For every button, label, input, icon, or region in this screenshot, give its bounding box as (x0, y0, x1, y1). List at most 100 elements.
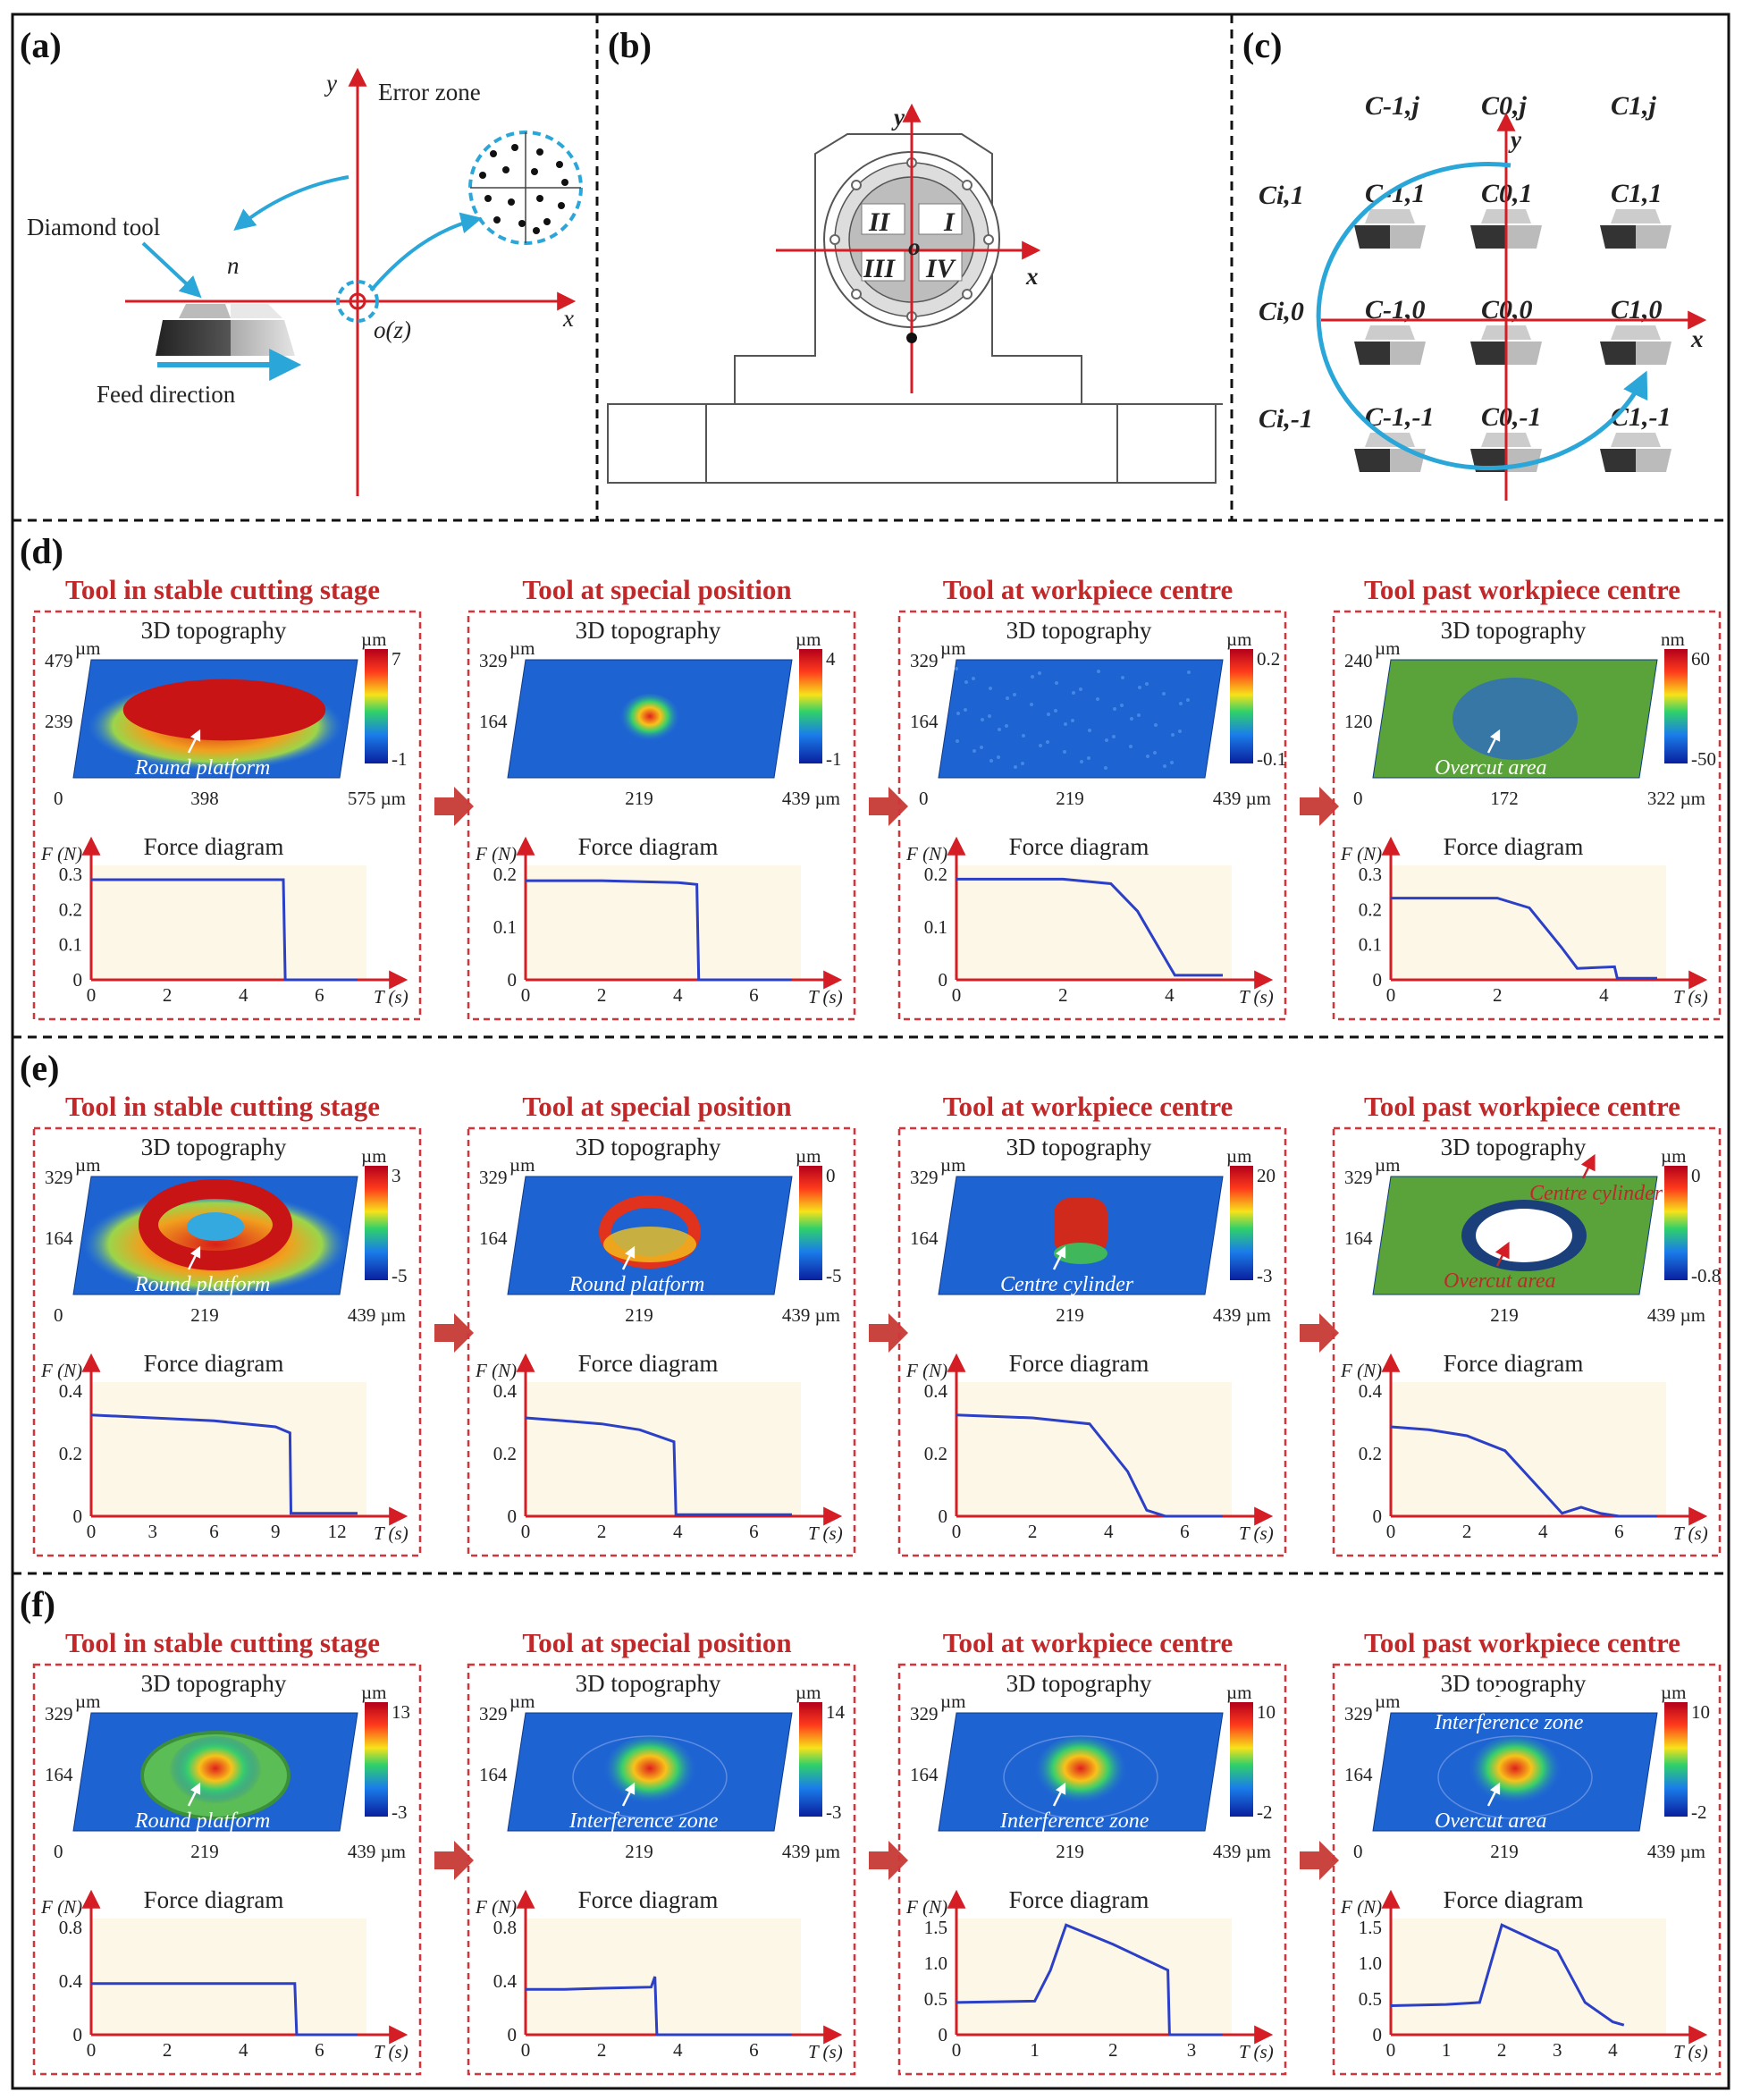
topo-x-mid: 219 (1490, 1304, 1519, 1326)
force-y-tick: 0.4 (59, 1380, 83, 1402)
force-x-tick: 2 (1493, 984, 1503, 1006)
colorbar-min: -50 (1691, 748, 1716, 770)
topo-x-mid: 219 (625, 1841, 653, 1862)
topo-x-right: 439 µm (782, 1841, 840, 1862)
topo-title: 3D topography (1441, 617, 1587, 644)
colorbar-max: 20 (1257, 1165, 1276, 1186)
topo-x-right: 439 µm (1647, 1304, 1705, 1326)
c-tool (1600, 209, 1671, 249)
force-x-tick: 0 (1386, 2039, 1396, 2061)
next-stage-arrow (1300, 787, 1339, 826)
force-y-tick: 0.2 (493, 864, 517, 885)
force-x-tick: 6 (749, 984, 759, 1006)
c-axis-x-label: x (1690, 325, 1704, 352)
force-y-tick: 0.3 (59, 864, 82, 885)
peak-shape (1034, 1736, 1127, 1808)
subpanel-box (1332, 1663, 1722, 2076)
colorbar-unit: µm (796, 628, 821, 650)
force-y-tick: 0.5 (924, 1988, 947, 2010)
ring-shape (139, 1179, 292, 1270)
diamond-tool-graphic (156, 320, 231, 356)
c-col-header: C0,j (1481, 91, 1528, 121)
force-y-tick: 1.5 (924, 1917, 947, 1938)
topo-y-unit: µm (509, 637, 535, 659)
subpanel-box (897, 1663, 1287, 2076)
force-title: Force diagram (578, 1886, 719, 1913)
force-x-tick: 4 (239, 2039, 248, 2061)
force-y-tick: 0 (73, 1505, 83, 1527)
colorbar (799, 1166, 822, 1280)
b-origin-label: o (908, 233, 921, 260)
topo-x-right: 439 µm (1647, 1841, 1705, 1862)
c-cell-label: C1,-1 (1611, 402, 1671, 432)
topo-x-mid: 398 (190, 788, 219, 809)
row-panel: (d)Tool in stable cutting stage 3D topogr… (20, 531, 1722, 1021)
force-y-tick: 0 (939, 969, 948, 991)
force-plot-bg (956, 1382, 1232, 1516)
colorbar-unit: µm (1226, 1682, 1251, 1703)
subpanel-box (467, 610, 856, 1021)
axis-x-label: x (562, 305, 574, 332)
force-y-label: F (N) (40, 1360, 82, 1381)
force-x-tick: 0 (87, 2039, 97, 2061)
peak-shape (619, 694, 680, 744)
colorbar (365, 1166, 388, 1280)
colorbar (1664, 649, 1688, 763)
topo-y-unit: µm (940, 1154, 965, 1176)
force-plot-bg (1391, 865, 1666, 980)
topo-y-mid: 164 (910, 1227, 939, 1249)
force-x-tick: 4 (673, 984, 683, 1006)
row-label: (f) (20, 1584, 55, 1624)
force-y-tick: 0.8 (493, 1917, 517, 1938)
force-x-tick: 6 (1180, 1521, 1190, 1542)
force-x-tick: 6 (1614, 1521, 1624, 1542)
force-title: Force diagram (144, 1350, 284, 1377)
force-title: Force diagram (578, 1350, 719, 1377)
topo-y-top: 329 (479, 650, 508, 671)
topo-x-mid: 172 (1490, 788, 1519, 809)
topo-y-mid: 164 (910, 711, 939, 732)
c-row-header: Ci,-1 (1259, 404, 1313, 434)
topo-y-mid: 164 (1344, 1764, 1373, 1785)
subpanel-title: Tool in stable cutting stage (65, 1627, 380, 1658)
subpanel-title: Tool past workpiece centre (1364, 1627, 1680, 1658)
quadrant-II: II (868, 207, 891, 237)
topo-annotation: Centre cylinder (1529, 1182, 1663, 1205)
force-y-tick: 0 (1373, 1505, 1383, 1527)
colorbar-min: -3 (392, 1801, 408, 1823)
force-x-tick: 2 (163, 2039, 173, 2061)
colorbar (1664, 1166, 1688, 1280)
force-x-label: T (s) (374, 986, 408, 1008)
topo-y-top: 329 (45, 1167, 73, 1188)
force-y-label: F (N) (475, 1360, 517, 1381)
colorbar (799, 1702, 822, 1817)
force-x-label: T (s) (1673, 986, 1708, 1008)
subpanel-box (32, 1663, 422, 2076)
force-x-tick: 0 (952, 984, 962, 1006)
force-y-tick: 0.4 (493, 1380, 518, 1402)
row-panel: (f) Tool in stable cutting stage 3D topogr… (20, 1584, 1722, 2076)
topo-y-mid: 164 (910, 1764, 939, 1785)
colorbar-min: -0.8 (1691, 1265, 1721, 1286)
force-plot-bg (91, 1382, 366, 1516)
topo-y-mid: 164 (479, 711, 508, 732)
c-cell-label: C0,-1 (1481, 402, 1542, 432)
force-curve (91, 878, 358, 982)
topo-y-unit: µm (940, 637, 965, 659)
subpanel-title: Tool at special position (522, 1627, 791, 1658)
force-y-label: F (N) (475, 1896, 517, 1918)
topo-annotation: Round platform (568, 1273, 704, 1296)
topo-x-mid: 219 (1056, 788, 1084, 809)
force-plot-bg (1391, 1382, 1666, 1516)
force-y-tick: 0 (1373, 969, 1383, 991)
row-label: (d) (20, 531, 63, 571)
force-x-tick: 2 (597, 1521, 607, 1542)
subpanel: Tool past workpiece centre 3D topography µ… (1332, 1627, 1722, 2076)
topo-x-right: 439 µm (782, 788, 840, 809)
force-x-label: T (s) (1239, 1522, 1274, 1544)
force-y-tick: 0 (1373, 2024, 1383, 2045)
force-x-tick: 4 (239, 984, 248, 1006)
